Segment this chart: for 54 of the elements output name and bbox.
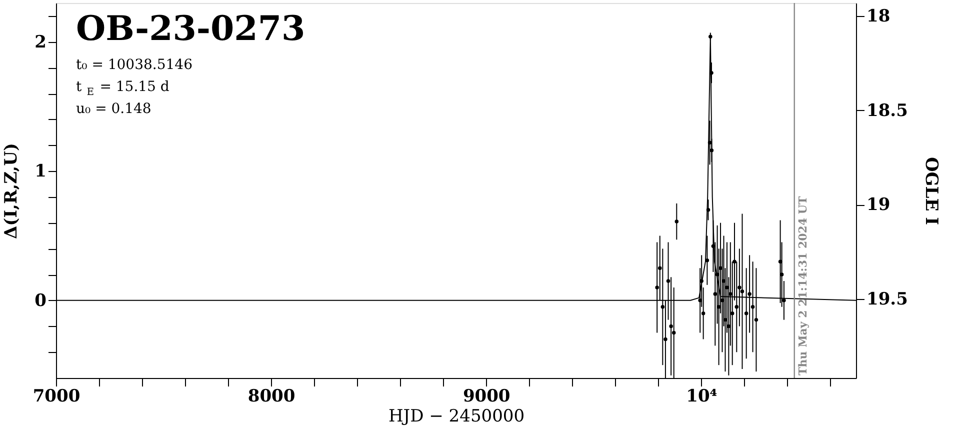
point (705, 258, 710, 262)
point (706, 208, 710, 212)
point (710, 70, 714, 75)
y2-tick-label: 19.5 (866, 289, 908, 310)
point (748, 292, 752, 296)
point (725, 286, 729, 290)
annotation: Thu May 2 21:14:31 2024 UT (796, 195, 810, 376)
point (669, 324, 673, 328)
x-tick-label: 8000 (248, 386, 296, 406)
point (782, 298, 786, 302)
point (674, 220, 679, 224)
point (734, 305, 739, 309)
point (718, 266, 722, 270)
point (778, 260, 782, 264)
x-tick-label: 10⁴ (686, 386, 718, 406)
point (660, 305, 665, 309)
annotation: t₀ = 10038.5146 (76, 57, 193, 73)
point (708, 34, 712, 38)
x-tick-label: 7000 (32, 386, 80, 406)
point (666, 279, 670, 283)
point (655, 286, 659, 290)
point (672, 330, 676, 335)
point (658, 266, 662, 270)
point (754, 318, 758, 322)
annotation: u₀ = 0.148 (76, 101, 152, 117)
point (726, 324, 731, 328)
point (710, 148, 714, 152)
y-tick-label: 0 (34, 290, 47, 311)
point (744, 311, 748, 316)
point (732, 260, 736, 264)
y-tick-label: 1 (34, 162, 46, 182)
y2-tick-label: 18 (866, 6, 890, 27)
point (698, 298, 702, 302)
point (713, 292, 718, 296)
point (711, 244, 716, 248)
point (701, 311, 706, 316)
point (664, 337, 668, 342)
x-tick-label: 9000 (462, 386, 510, 406)
point (780, 272, 784, 276)
y-axis-title: Δ(I,R,Z,U) (2, 142, 22, 240)
point (708, 140, 712, 145)
point (700, 279, 704, 283)
y2-axis-title: OGLE I (920, 156, 941, 226)
point (730, 311, 734, 316)
point (715, 272, 720, 276)
chart-title: OB-23-0273 (76, 9, 306, 49)
y2-tick-label: 19 (866, 195, 890, 216)
point (740, 289, 744, 294)
y2-tick-label: 18.5 (866, 100, 908, 121)
y-tick-label: 2 (34, 32, 46, 52)
point (728, 292, 732, 296)
point (750, 305, 755, 309)
x-axis-title: HJD − 2450000 (388, 406, 525, 426)
point (738, 286, 742, 290)
